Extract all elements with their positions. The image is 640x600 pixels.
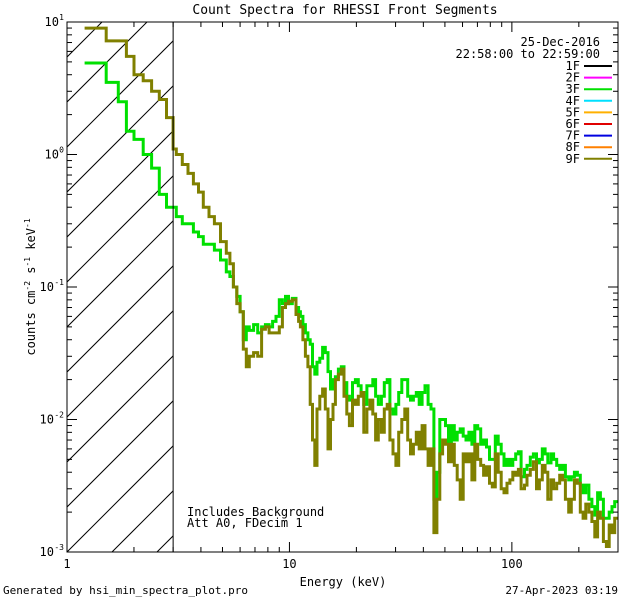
svg-text:-2: -2 [54, 411, 64, 420]
svg-text:-3: -3 [54, 543, 64, 552]
y-tick-label-1e-3: 10 -3 [40, 543, 65, 559]
legend-label-3F: 3F [566, 82, 580, 96]
date-label: 25-Dec-2016 [521, 35, 600, 49]
hatch-line [67, 400, 174, 508]
legend-label-5F: 5F [566, 105, 580, 119]
legend-label-7F: 7F [566, 129, 580, 143]
series-layer [84, 26, 618, 548]
legend-label-2F: 2F [566, 71, 580, 85]
attenuator-hatch-region [67, 22, 640, 552]
x-tick-label-10: 10 [282, 557, 296, 571]
x-tick-label-1: 1 [63, 557, 70, 571]
hatch-line [67, 85, 174, 193]
footer-timestamp: 27-Apr-2023 03:19 [505, 584, 618, 597]
y-tick-label-1e1: 10 1 [45, 13, 65, 29]
y-tick-label-1e-1: 10 -1 [40, 278, 65, 294]
hatch-line [67, 265, 174, 373]
chart-title: Count Spectra for RHESSI Front Segments [192, 3, 497, 18]
svg-text:10: 10 [40, 545, 54, 559]
y-tick-label-1e0: 10 0 [45, 146, 65, 162]
series-line-9F [84, 26, 618, 548]
y-axis-label: counts cm-2 s-1 keV-1 [23, 218, 38, 355]
hatch-line [67, 220, 174, 328]
svg-text:1: 1 [59, 13, 64, 22]
axis-ticks [66, 21, 619, 553]
svg-text:10: 10 [45, 148, 59, 162]
svg-text:10: 10 [40, 280, 54, 294]
hatch-line [67, 445, 174, 552]
hatch-line [247, 22, 640, 552]
series-line-3F [84, 61, 618, 520]
legend-label-4F: 4F [566, 94, 580, 108]
legend-label-8F: 8F [566, 140, 580, 154]
legend-label-6F: 6F [566, 117, 580, 131]
hatch-line [111, 490, 174, 552]
svg-text:0: 0 [59, 146, 64, 155]
generated-by-label: Generated by hsi_min_spectra_plot.pro [3, 584, 248, 597]
x-axis-label: Energy (keV) [300, 575, 387, 589]
y-tick-label-1e-2: 10 -2 [40, 411, 65, 427]
annotation-background: Includes Background [187, 505, 324, 519]
time-range-label: 22:58:00 to 22:59:00 [456, 47, 601, 61]
legend-label-1F: 1F [566, 59, 580, 73]
svg-text:10: 10 [40, 413, 54, 427]
x-tick-label-100: 100 [501, 557, 523, 571]
svg-text:-1: -1 [54, 278, 64, 287]
hatch-line [67, 40, 174, 148]
svg-text:10: 10 [45, 15, 59, 29]
annotation-attenuator: Att A0, FDecim 1 [187, 516, 303, 530]
legend-label-9F: 9F [566, 152, 580, 166]
